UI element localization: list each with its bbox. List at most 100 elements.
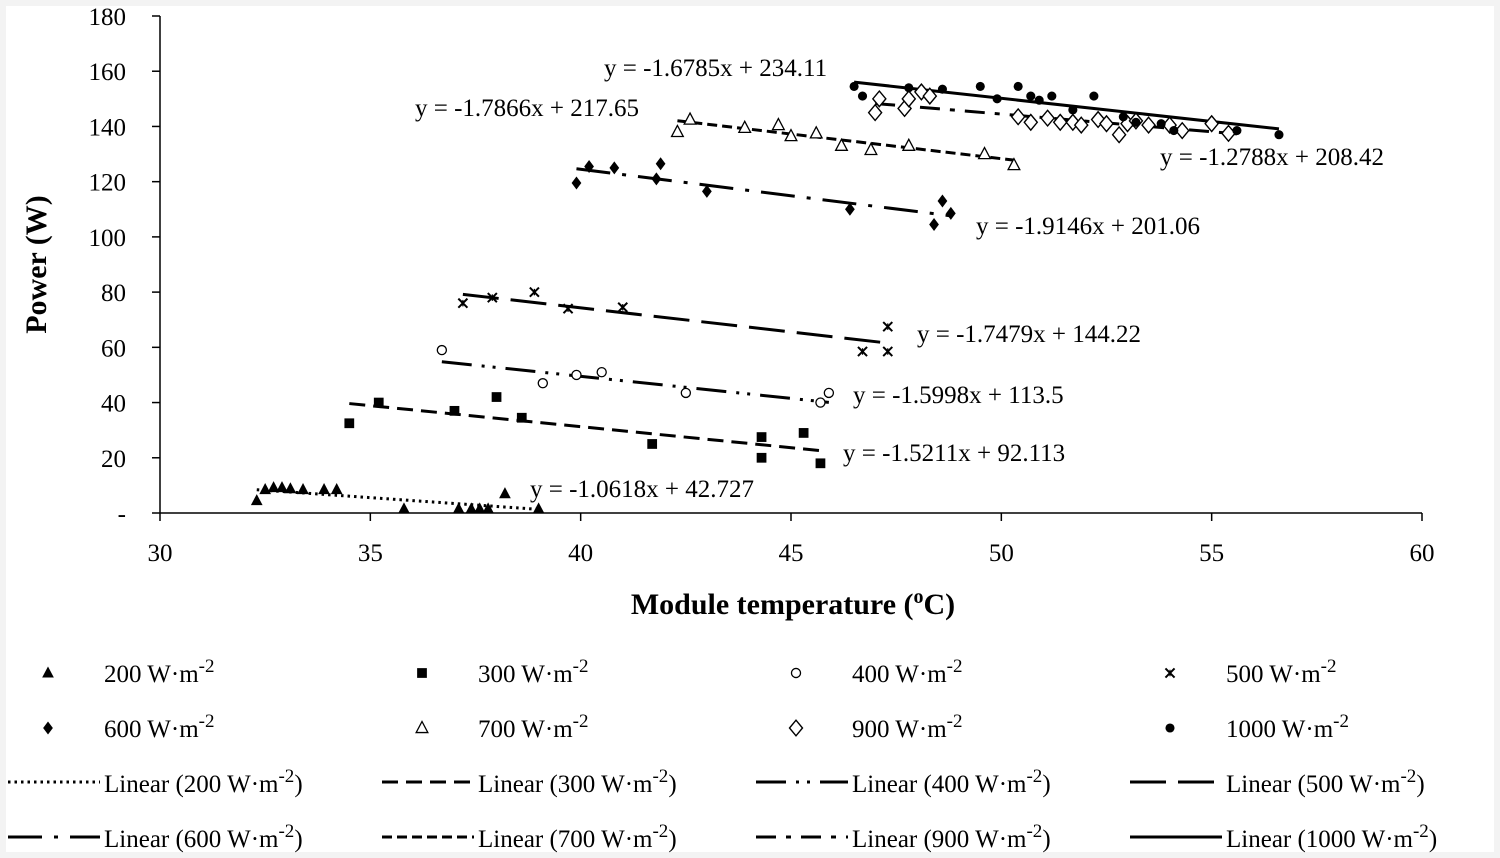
y-tick-label: - <box>118 501 126 528</box>
x-tick-label: 35 <box>358 540 383 567</box>
legend-label-300-w-m-2: 300 W·m-2 <box>478 656 589 688</box>
point-900-w-m-2 <box>1023 113 1039 132</box>
point-200-w-m-2 <box>499 487 511 499</box>
axes: - 20 40 60 80 100 120 140 160 180 30 35 40 45 50 55 60 <box>89 4 1435 567</box>
legend-marker-900-w-m-2 <box>788 719 804 737</box>
point-300-w-m-2 <box>344 418 355 429</box>
legend-label-200-w-m-2: 200 W·m-2 <box>104 656 215 688</box>
point-400-w-m-2 <box>537 378 549 389</box>
point-600-w-m-2 <box>929 217 939 231</box>
point-600-w-m-2 <box>609 161 620 175</box>
point-600-w-m-2 <box>937 194 948 208</box>
legend-trend-label-500-w-m-2: Linear (500 W·m-2) <box>1226 766 1425 798</box>
point-700-w-m-2 <box>670 124 685 138</box>
point-1000-w-m-2 <box>937 84 947 94</box>
point-1000-w-m-2 <box>1013 81 1023 91</box>
point-300-w-m-2 <box>516 412 527 423</box>
trend-line-600-w-m-2 <box>576 167 952 218</box>
point-900-w-m-2 <box>1073 116 1089 134</box>
point-1000-w-m-2 <box>1274 130 1284 140</box>
trend-equation-500-w-m-2: y = -1.7479x + 144.22 <box>917 321 1141 348</box>
point-700-w-m-2 <box>737 119 752 134</box>
point-400-w-m-2 <box>823 387 835 399</box>
y-tick-label: 160 <box>89 59 127 86</box>
x-tick-label: 45 <box>779 540 804 567</box>
y-tick-label: 140 <box>89 114 127 141</box>
point-600-w-m-2 <box>584 159 594 173</box>
trend-equation-700-w-m-2: y = -1.7866x + 217.65 <box>415 95 639 122</box>
point-300-w-m-2 <box>815 458 826 469</box>
point-1000-w-m-2 <box>1034 95 1044 105</box>
point-1000-w-m-2 <box>1232 126 1242 136</box>
point-200-w-m-2 <box>452 502 465 514</box>
y-tick-label: 100 <box>89 225 127 252</box>
point-1000-w-m-2 <box>1068 105 1078 115</box>
point-900-w-m-2 <box>871 89 887 108</box>
point-1000-w-m-2 <box>1089 91 1099 101</box>
y-tick-label: 60 <box>101 335 126 362</box>
legend-marker-400-w-m-2 <box>790 667 802 679</box>
x-axis-title: Module temperature (oC) <box>631 586 955 621</box>
point-1000-w-m-2 <box>904 83 914 93</box>
legend-trend-label-1000-w-m-2: Linear (1000 W·m-2) <box>1226 821 1437 853</box>
point-500-w-m-2 <box>562 303 574 314</box>
point-200-w-m-2 <box>398 502 410 514</box>
legend-trend-label-200-w-m-2: Linear (200 W·m-2) <box>104 766 303 798</box>
point-300-w-m-2 <box>491 392 502 402</box>
y-tick-label: 40 <box>101 391 126 418</box>
trend-line-300-w-m-2 <box>349 402 821 453</box>
data-points <box>250 81 1284 514</box>
legend: 200 W·m-2 300 W·m-2 400 W·m-2 500 W·m-2 600 … <box>8 656 1437 853</box>
point-600-w-m-2 <box>701 184 712 198</box>
x-tick-label: 55 <box>1199 540 1224 567</box>
trend-equation-900-w-m-2: y = -1.2788x + 208.42 <box>1160 144 1384 171</box>
point-700-w-m-2 <box>977 146 992 160</box>
point-900-w-m-2 <box>1052 113 1068 132</box>
point-900-w-m-2 <box>1204 114 1220 133</box>
point-1000-w-m-2 <box>1131 117 1141 127</box>
trend-line-500-w-m-2 <box>462 292 888 345</box>
legend-marker-300-w-m-2 <box>417 668 427 678</box>
trend-equation-600-w-m-2: y = -1.9146x + 201.06 <box>976 213 1200 240</box>
legend-trend-label-900-w-m-2: Linear (900 W·m-2) <box>852 821 1051 853</box>
point-200-w-m-2 <box>267 481 280 493</box>
legend-marker-600-w-m-2 <box>43 721 53 735</box>
point-400-w-m-2 <box>596 366 607 378</box>
trend-equation-300-w-m-2: y = -1.5211x + 92.113 <box>843 440 1065 467</box>
trend-lines <box>256 80 1280 511</box>
point-600-w-m-2 <box>945 206 956 220</box>
point-400-w-m-2 <box>815 397 826 408</box>
point-900-w-m-2 <box>901 89 917 108</box>
point-900-w-m-2 <box>1221 124 1236 143</box>
point-500-w-m-2 <box>882 346 894 357</box>
point-700-w-m-2 <box>809 125 824 139</box>
point-700-w-m-2 <box>784 128 798 142</box>
point-700-w-m-2 <box>863 142 878 156</box>
point-400-w-m-2 <box>436 344 448 356</box>
point-1000-w-m-2 <box>1156 119 1166 129</box>
point-900-w-m-2 <box>1111 125 1127 144</box>
point-200-w-m-2 <box>482 502 494 514</box>
point-300-w-m-2 <box>756 452 767 463</box>
point-700-w-m-2 <box>1007 157 1021 171</box>
figure-panel <box>6 6 1494 852</box>
legend-trend-label-400-w-m-2: Linear (400 W·m-2) <box>852 766 1051 798</box>
point-400-w-m-2 <box>571 369 582 381</box>
point-900-w-m-2 <box>1174 121 1190 140</box>
legend-marker-200-w-m-2 <box>42 666 54 678</box>
point-1000-w-m-2 <box>992 94 1002 104</box>
point-500-w-m-2 <box>457 297 469 309</box>
trend-equation-200-w-m-2: y = -1.0618x + 42.727 <box>530 476 754 503</box>
point-300-w-m-2 <box>373 397 384 408</box>
point-300-w-m-2 <box>647 439 658 449</box>
point-900-w-m-2 <box>867 103 883 122</box>
trend-line-700-w-m-2 <box>677 119 1015 162</box>
legend-trend-label-600-w-m-2: Linear (600 W·m-2) <box>104 821 303 853</box>
legend-label-400-w-m-2: 400 W·m-2 <box>852 656 963 688</box>
point-200-w-m-2 <box>250 494 263 506</box>
point-200-w-m-2 <box>297 483 309 495</box>
y-tick-label: 20 <box>101 446 126 473</box>
x-tick-label: 30 <box>148 540 173 567</box>
point-900-w-m-2 <box>922 87 938 105</box>
